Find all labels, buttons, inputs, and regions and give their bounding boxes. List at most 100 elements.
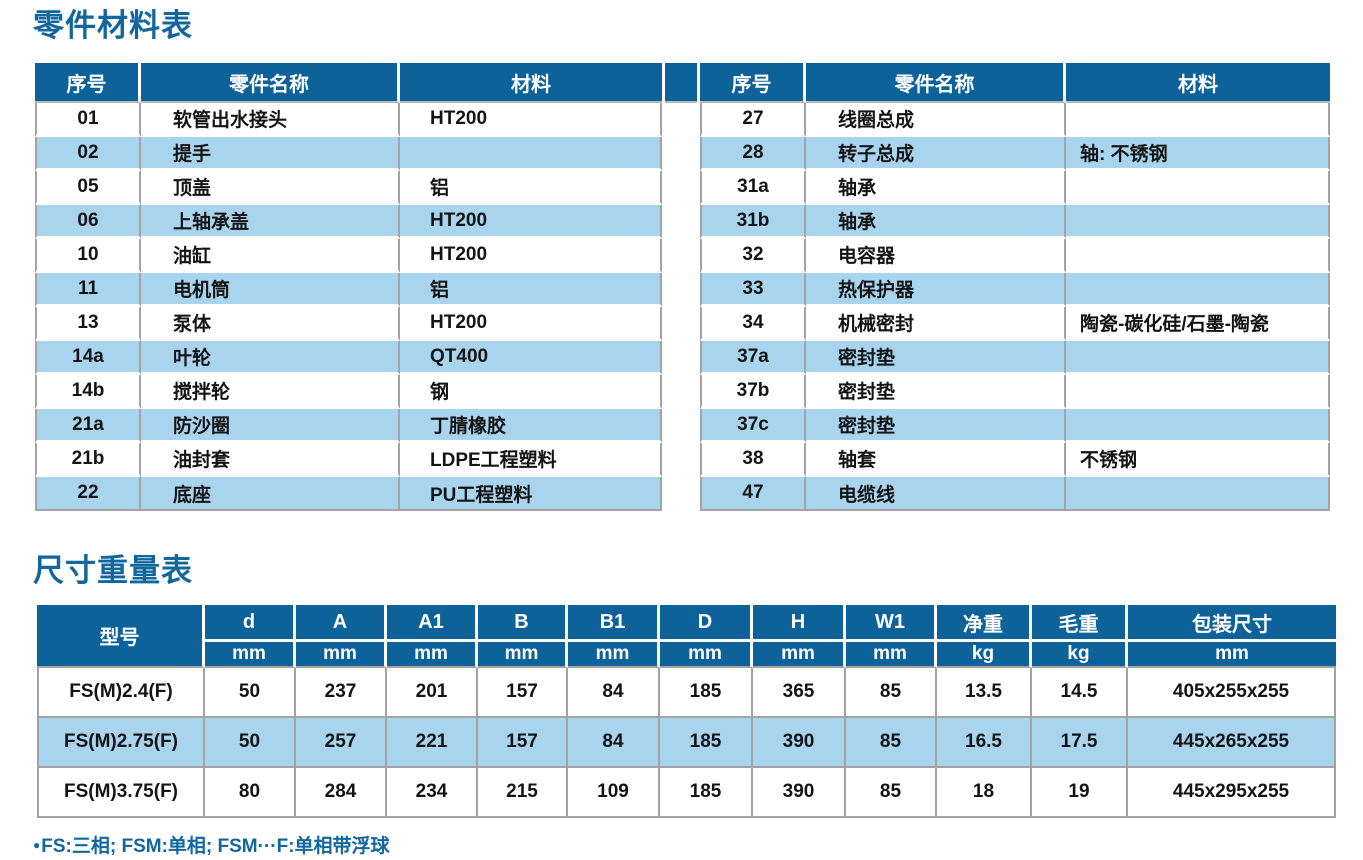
part-name-cell: 电缆线 (806, 477, 1066, 511)
part-material-cell: 铝 (400, 273, 662, 307)
dims-unit-header: mm (846, 642, 937, 668)
part-material-cell: HT200 (400, 103, 662, 137)
parts-table-right: 序号 零件名称 材料 27 线圈总成 28 转子总成 轴: 不锈钢 31a 轴承 31b 轴承 32 电容… (700, 63, 1330, 511)
part-name-cell: 轴承 (806, 205, 1066, 239)
part-no-cell: 21b (35, 443, 141, 477)
model-column-header: 型号 (37, 605, 205, 668)
part-material-cell (1066, 171, 1330, 205)
dims-unit-header: mm (205, 642, 296, 668)
parts-header-row: 序号 零件名称 材料 (35, 63, 662, 103)
parts-row: 05 顶盖铝 (35, 171, 662, 205)
dims-value-cell: 13.5 (937, 668, 1032, 718)
dims-value-cell: 185 (660, 768, 753, 818)
parts-row: 13 泵体 HT200 (35, 307, 662, 341)
parts-row: 37a 密封垫 (700, 341, 1330, 375)
tables-gap-column (662, 63, 700, 511)
part-no-cell: 33 (700, 273, 806, 307)
parts-column-header: 零件名称 (141, 63, 400, 103)
dims-value-cell: 215 (478, 768, 568, 818)
dims-value-cell: 50 (205, 668, 296, 718)
part-no-cell: 27 (700, 103, 806, 137)
part-name-cell: 热保护器 (806, 273, 1066, 307)
dims-value-cell: 85 (846, 668, 937, 718)
gap-header-cell (665, 63, 697, 103)
part-name-cell: 油缸 (141, 239, 400, 273)
parts-table-left: 序号 零件名称 材料 01 软管出水接头 HT200 02 提手 05 顶盖铝 06 上轴承盖 HT20… (35, 63, 662, 511)
part-material-cell: QT400 (400, 341, 662, 375)
dims-value-cell: 185 (660, 668, 753, 718)
dims-header-unit-row: mm mm mm mm mm mm mm mm kg kg mm (37, 642, 1336, 668)
parts-row: 38 轴套 不锈钢 (700, 443, 1330, 477)
dims-header-label-row: 型号 d A A1 B B1 D H W1 净重 毛重 包装尺寸 (37, 605, 1336, 668)
dims-value-cell: 365 (753, 668, 846, 718)
dims-value-cell: 390 (753, 768, 846, 818)
dims-column-header: 毛重 (1032, 605, 1128, 642)
dims-unit-header: kg (937, 642, 1032, 668)
parts-column-header: 序号 (700, 63, 806, 103)
dims-unit-header: kg (1032, 642, 1128, 668)
part-no-cell: 37b (700, 375, 806, 409)
dims-row: FS(M)3.75(F) 80 284 234 215 109 185 390 85 18 19 44… (37, 768, 1336, 818)
part-material-cell (1066, 273, 1330, 307)
part-material-cell: HT200 (400, 239, 662, 273)
part-material-cell: 铝 (400, 171, 662, 205)
parts-row: 28 转子总成 轴: 不锈钢 (700, 137, 1330, 171)
part-material-cell: HT200 (400, 205, 662, 239)
dims-value-cell: 84 (568, 668, 660, 718)
parts-row: 21b 油封套 LDPE工程塑料 (35, 443, 662, 477)
part-material-cell (1066, 341, 1330, 375)
part-material-cell: 丁腈橡胶 (400, 409, 662, 443)
part-no-cell: 34 (700, 307, 806, 341)
parts-row: 47 电缆线 (700, 477, 1330, 511)
part-no-cell: 14a (35, 341, 141, 375)
dims-unit-header: mm (753, 642, 846, 668)
dims-column-header: B1 (568, 605, 660, 642)
dims-value-cell: 85 (846, 768, 937, 818)
dims-value-cell: 284 (296, 768, 387, 818)
parts-row: 27 线圈总成 (700, 103, 1330, 137)
dims-value-cell: 109 (568, 768, 660, 818)
parts-row: 01 软管出水接头 HT200 (35, 103, 662, 137)
part-no-cell: 14b (35, 375, 141, 409)
dims-column-header: A (296, 605, 387, 642)
part-name-cell: 搅拌轮 (141, 375, 400, 409)
model-cell: FS(M)2.4(F) (37, 668, 205, 718)
part-material-cell: PU工程塑料 (400, 477, 662, 511)
dims-value-cell: 185 (660, 718, 753, 768)
parts-column-header: 材料 (1066, 63, 1330, 103)
part-name-cell: 电容器 (806, 239, 1066, 273)
dims-row: FS(M)2.75(F) 50 257 221 157 84 185 390 85 16.5 17.… (37, 718, 1336, 768)
part-material-cell: 陶瓷-碳化硅/石墨-陶瓷 (1066, 307, 1330, 341)
dims-column-header: 包装尺寸 (1128, 605, 1336, 642)
dims-unit-header: mm (387, 642, 478, 668)
part-name-cell: 底座 (141, 477, 400, 511)
parts-row: 37b 密封垫 (700, 375, 1330, 409)
dims-unit-header: mm (1128, 642, 1336, 668)
parts-section-title: 零件材料表 (33, 8, 193, 43)
part-no-cell: 47 (700, 477, 806, 511)
part-no-cell: 05 (35, 171, 141, 205)
part-no-cell: 01 (35, 103, 141, 137)
part-no-cell: 31a (700, 171, 806, 205)
part-name-cell: 提手 (141, 137, 400, 171)
part-name-cell: 密封垫 (806, 375, 1066, 409)
part-no-cell: 37c (700, 409, 806, 443)
dims-column-header: H (753, 605, 846, 642)
dims-unit-header: mm (296, 642, 387, 668)
dimensions-weight-table: 型号 d A A1 B B1 D H W1 净重 毛重 包装尺寸 mm mm mm mm mm mm mm mm kg k… (37, 605, 1336, 818)
parts-row: 06 上轴承盖 HT200 (35, 205, 662, 239)
dims-column-header: 净重 (937, 605, 1032, 642)
dims-value-cell: 19 (1032, 768, 1128, 818)
parts-row: 31a 轴承 (700, 171, 1330, 205)
dims-value-cell: 237 (296, 668, 387, 718)
dims-value-cell: 157 (478, 668, 568, 718)
parts-header-row: 序号 零件名称 材料 (700, 63, 1330, 103)
part-name-cell: 轴承 (806, 171, 1066, 205)
parts-row: 37c 密封垫 (700, 409, 1330, 443)
dims-value-cell: 17.5 (1032, 718, 1128, 768)
part-no-cell: 32 (700, 239, 806, 273)
part-name-cell: 机械密封 (806, 307, 1066, 341)
part-no-cell: 28 (700, 137, 806, 171)
part-name-cell: 顶盖 (141, 171, 400, 205)
part-name-cell: 油封套 (141, 443, 400, 477)
